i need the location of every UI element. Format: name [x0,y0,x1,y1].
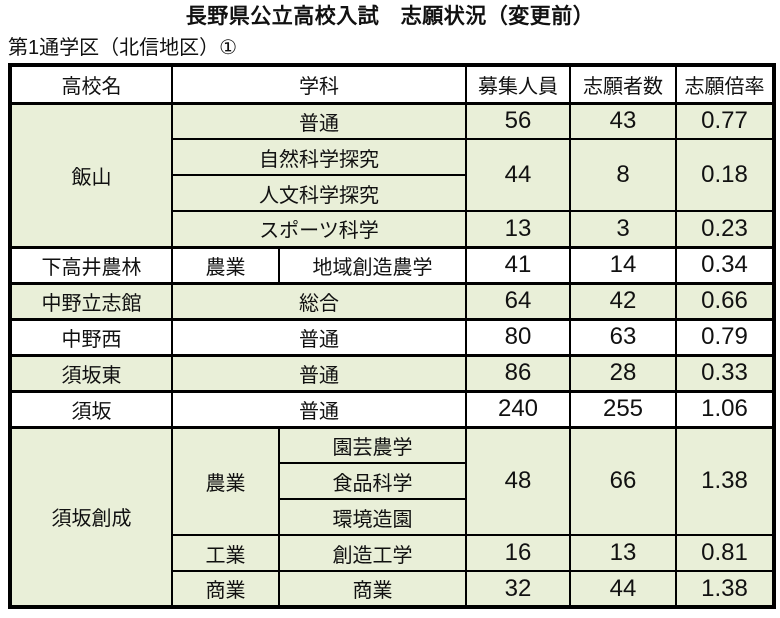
cell-department: 商業 [278,570,467,608]
cell-applicants: 63 [569,317,677,356]
cell-ratio: 0.23 [675,210,775,248]
cell-applicants: 28 [569,353,677,392]
cell-department: 総合 [171,281,467,320]
cell-department-category: 農業 [171,245,280,284]
cell-capacity: 86 [465,353,571,392]
cell-department: 創造工学 [278,534,467,572]
cell-department: 食品科学 [278,462,467,500]
cell-ratio: 0.81 [675,534,775,572]
cell-department: 普通 [171,389,467,428]
cell-ratio: 1.38 [675,570,775,608]
cell-ratio: 0.18 [675,138,775,212]
cell-school-name: 須坂東 [9,353,173,392]
cell-capacity: 48 [465,425,571,536]
cell-capacity: 41 [465,245,571,284]
table-row: 飯山 普通 56 43 0.77 [9,101,775,248]
cell-capacity: 240 [465,389,571,428]
cell-applicants: 8 [569,138,677,212]
cell-capacity: 32 [465,570,571,608]
cell-applicants: 66 [569,425,677,536]
cell-school-name: 須坂創成 [9,425,173,608]
cell-department: 普通 [171,317,467,356]
cell-department: 普通 [171,101,467,140]
header-row: 高校名 学科 募集人員 志願者数 志願倍率 [9,64,775,104]
cell-department: 環境造園 [278,498,467,536]
cell-capacity: 80 [465,317,571,356]
column-header-ratio: 志願倍率 [675,64,775,104]
cell-department: 自然科学探究 [171,138,467,176]
cell-school-name: 飯山 [9,101,173,248]
cell-capacity: 64 [465,281,571,320]
cell-applicants: 14 [569,245,677,284]
table-row: 須坂東 普通 86 28 0.33 [9,353,775,392]
column-header-school: 高校名 [9,64,173,104]
cell-capacity: 13 [465,210,571,248]
table-row: 工業 創造工学 16 13 0.81 [10,534,775,572]
cell-applicants: 43 [569,101,677,140]
admissions-table: 高校名 学科 募集人員 志願者数 志願倍率 飯山 普通 56 43 0.77 自… [8,63,776,609]
cell-department-category: 農業 [171,425,280,536]
cell-department: 人文科学探究 [171,174,467,212]
cell-department: 園芸農学 [278,425,467,464]
cell-ratio: 0.77 [675,101,775,140]
cell-ratio: 1.38 [675,425,775,536]
page-title: 長野県公立高校入試 志願状況（変更前） [185,5,595,28]
cell-ratio: 0.34 [675,245,775,284]
column-header-department: 学科 [171,64,467,104]
cell-capacity: 56 [465,101,571,140]
cell-ratio: 0.66 [675,281,775,320]
cell-school-name: 下高井農林 [9,245,173,284]
cell-ratio: 0.79 [675,317,775,356]
cell-department: スポーツ科学 [171,210,467,248]
cell-capacity: 44 [465,138,571,212]
cell-school-name: 須坂 [9,389,173,428]
cell-applicants: 44 [569,570,677,608]
cell-school-name: 中野立志館 [9,281,173,320]
table-row: 下高井農林 農業 地域創造農学 41 14 0.34 [9,245,775,284]
table-row: 食品科学 [10,462,774,500]
table-row: 人文科学探究 [10,174,774,212]
table-row: 中野西 普通 80 63 0.79 [9,317,775,356]
table-row: 須坂 普通 240 255 1.06 [9,389,775,428]
cell-applicants: 13 [569,534,677,572]
table-row: 中野立志館 総合 64 42 0.66 [9,281,775,320]
cell-ratio: 0.33 [675,353,775,392]
table-row: スポーツ科学 13 3 0.23 [10,210,775,248]
cell-ratio: 1.06 [675,389,775,428]
column-header-applicants: 志願者数 [569,64,677,104]
cell-applicants: 42 [569,281,677,320]
cell-department-category: 工業 [171,534,280,572]
cell-department: 普通 [171,353,467,392]
cell-school-name: 中野西 [9,317,173,356]
cell-applicants: 255 [569,389,677,428]
page-subtitle: 第1通学区（北信地区）① [8,37,238,59]
column-header-capacity: 募集人員 [465,64,571,104]
cell-department: 地域創造農学 [278,245,467,284]
table-row: 商業 商業 32 44 1.38 [10,570,775,608]
table-row: 環境造園 [10,498,774,536]
table-row: 須坂創成 農業 園芸農学 48 66 1.38 [9,425,775,608]
table-row: 自然科学探究 44 8 0.18 [10,138,775,212]
cell-capacity: 16 [465,534,571,572]
cell-department-category: 商業 [171,570,280,608]
cell-applicants: 3 [569,210,677,248]
